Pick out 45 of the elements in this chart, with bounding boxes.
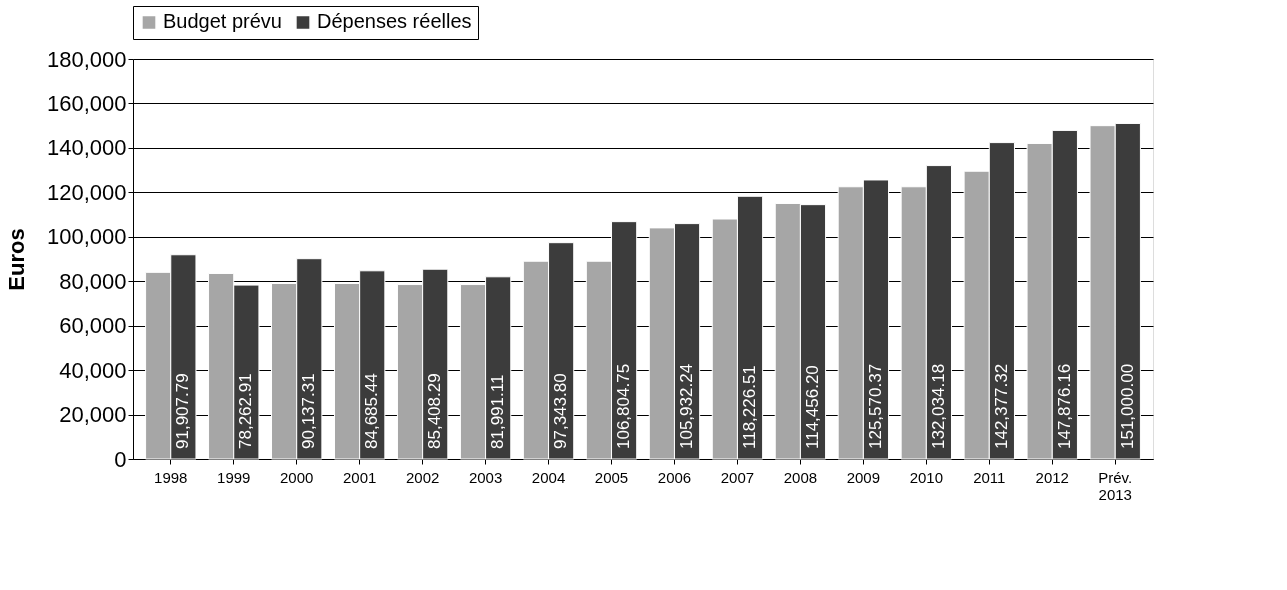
data-label: 118,226.51 (740, 365, 760, 449)
y-tick-label: 100,000 (46, 224, 127, 250)
x-tick-label: 1998 (154, 468, 188, 486)
data-label: 97,343.80 (551, 373, 571, 449)
x-tick-label: 2001 (342, 468, 377, 486)
x-tick-label: 2000 (280, 468, 314, 486)
x-tick-label: 2010 (909, 468, 944, 486)
y-tick-label: 180,000 (46, 46, 127, 72)
x-tick-label: 2005 (594, 468, 629, 486)
y-tick-label: 140,000 (46, 135, 127, 161)
data-label: 125,570.37 (865, 363, 885, 449)
data-label: 132,034.18 (928, 363, 948, 449)
data-label: 147,876.16 (1054, 363, 1074, 449)
data-label: 114,456.20 (803, 365, 822, 449)
data-label: 151,000.00 (1117, 363, 1137, 449)
y-tick-label: 120,000 (46, 179, 127, 205)
y-axis-title: Euros (3, 228, 29, 291)
x-tick-label: 2008 (783, 468, 818, 486)
data-label: 106,804.75 (614, 363, 634, 449)
x-tick-label: 2002 (405, 468, 440, 486)
y-tick-label: 160,000 (46, 90, 127, 116)
x-tick-label: 2006 (657, 468, 692, 486)
legend-label: Dépenses réelles (317, 10, 472, 33)
data-label: 78,262.91 (236, 373, 256, 449)
y-tick-label: 20,000 (59, 402, 127, 428)
legend-label: Budget prévu (163, 10, 282, 33)
x-tick-label: 2007 (720, 468, 755, 486)
data-label: 90,137.31 (299, 373, 319, 449)
y-tick-label: 40,000 (59, 357, 127, 383)
x-tick-label: 1999 (217, 468, 251, 486)
x-tick-label: Prév. 2013 (1098, 468, 1133, 503)
y-tick-label: 60,000 (59, 313, 127, 339)
data-label: 85,408.29 (425, 373, 445, 449)
data-label: 142,377.32 (991, 363, 1011, 449)
x-tick-label: 2004 (531, 468, 566, 486)
x-tick-label: 2012 (1035, 468, 1069, 486)
data-label: 81,991.11 (488, 374, 508, 449)
y-tick-label: 0 (114, 446, 127, 472)
x-tick-label: 2009 (846, 468, 881, 486)
data-label: 91,907.79 (173, 373, 193, 449)
data-label: 84,685.44 (362, 373, 382, 449)
x-tick-label: 2003 (468, 468, 503, 486)
data-label: 105,932.24 (677, 363, 697, 449)
y-tick-label: 80,000 (59, 268, 127, 294)
x-tick-label: 2011 (973, 468, 1006, 486)
